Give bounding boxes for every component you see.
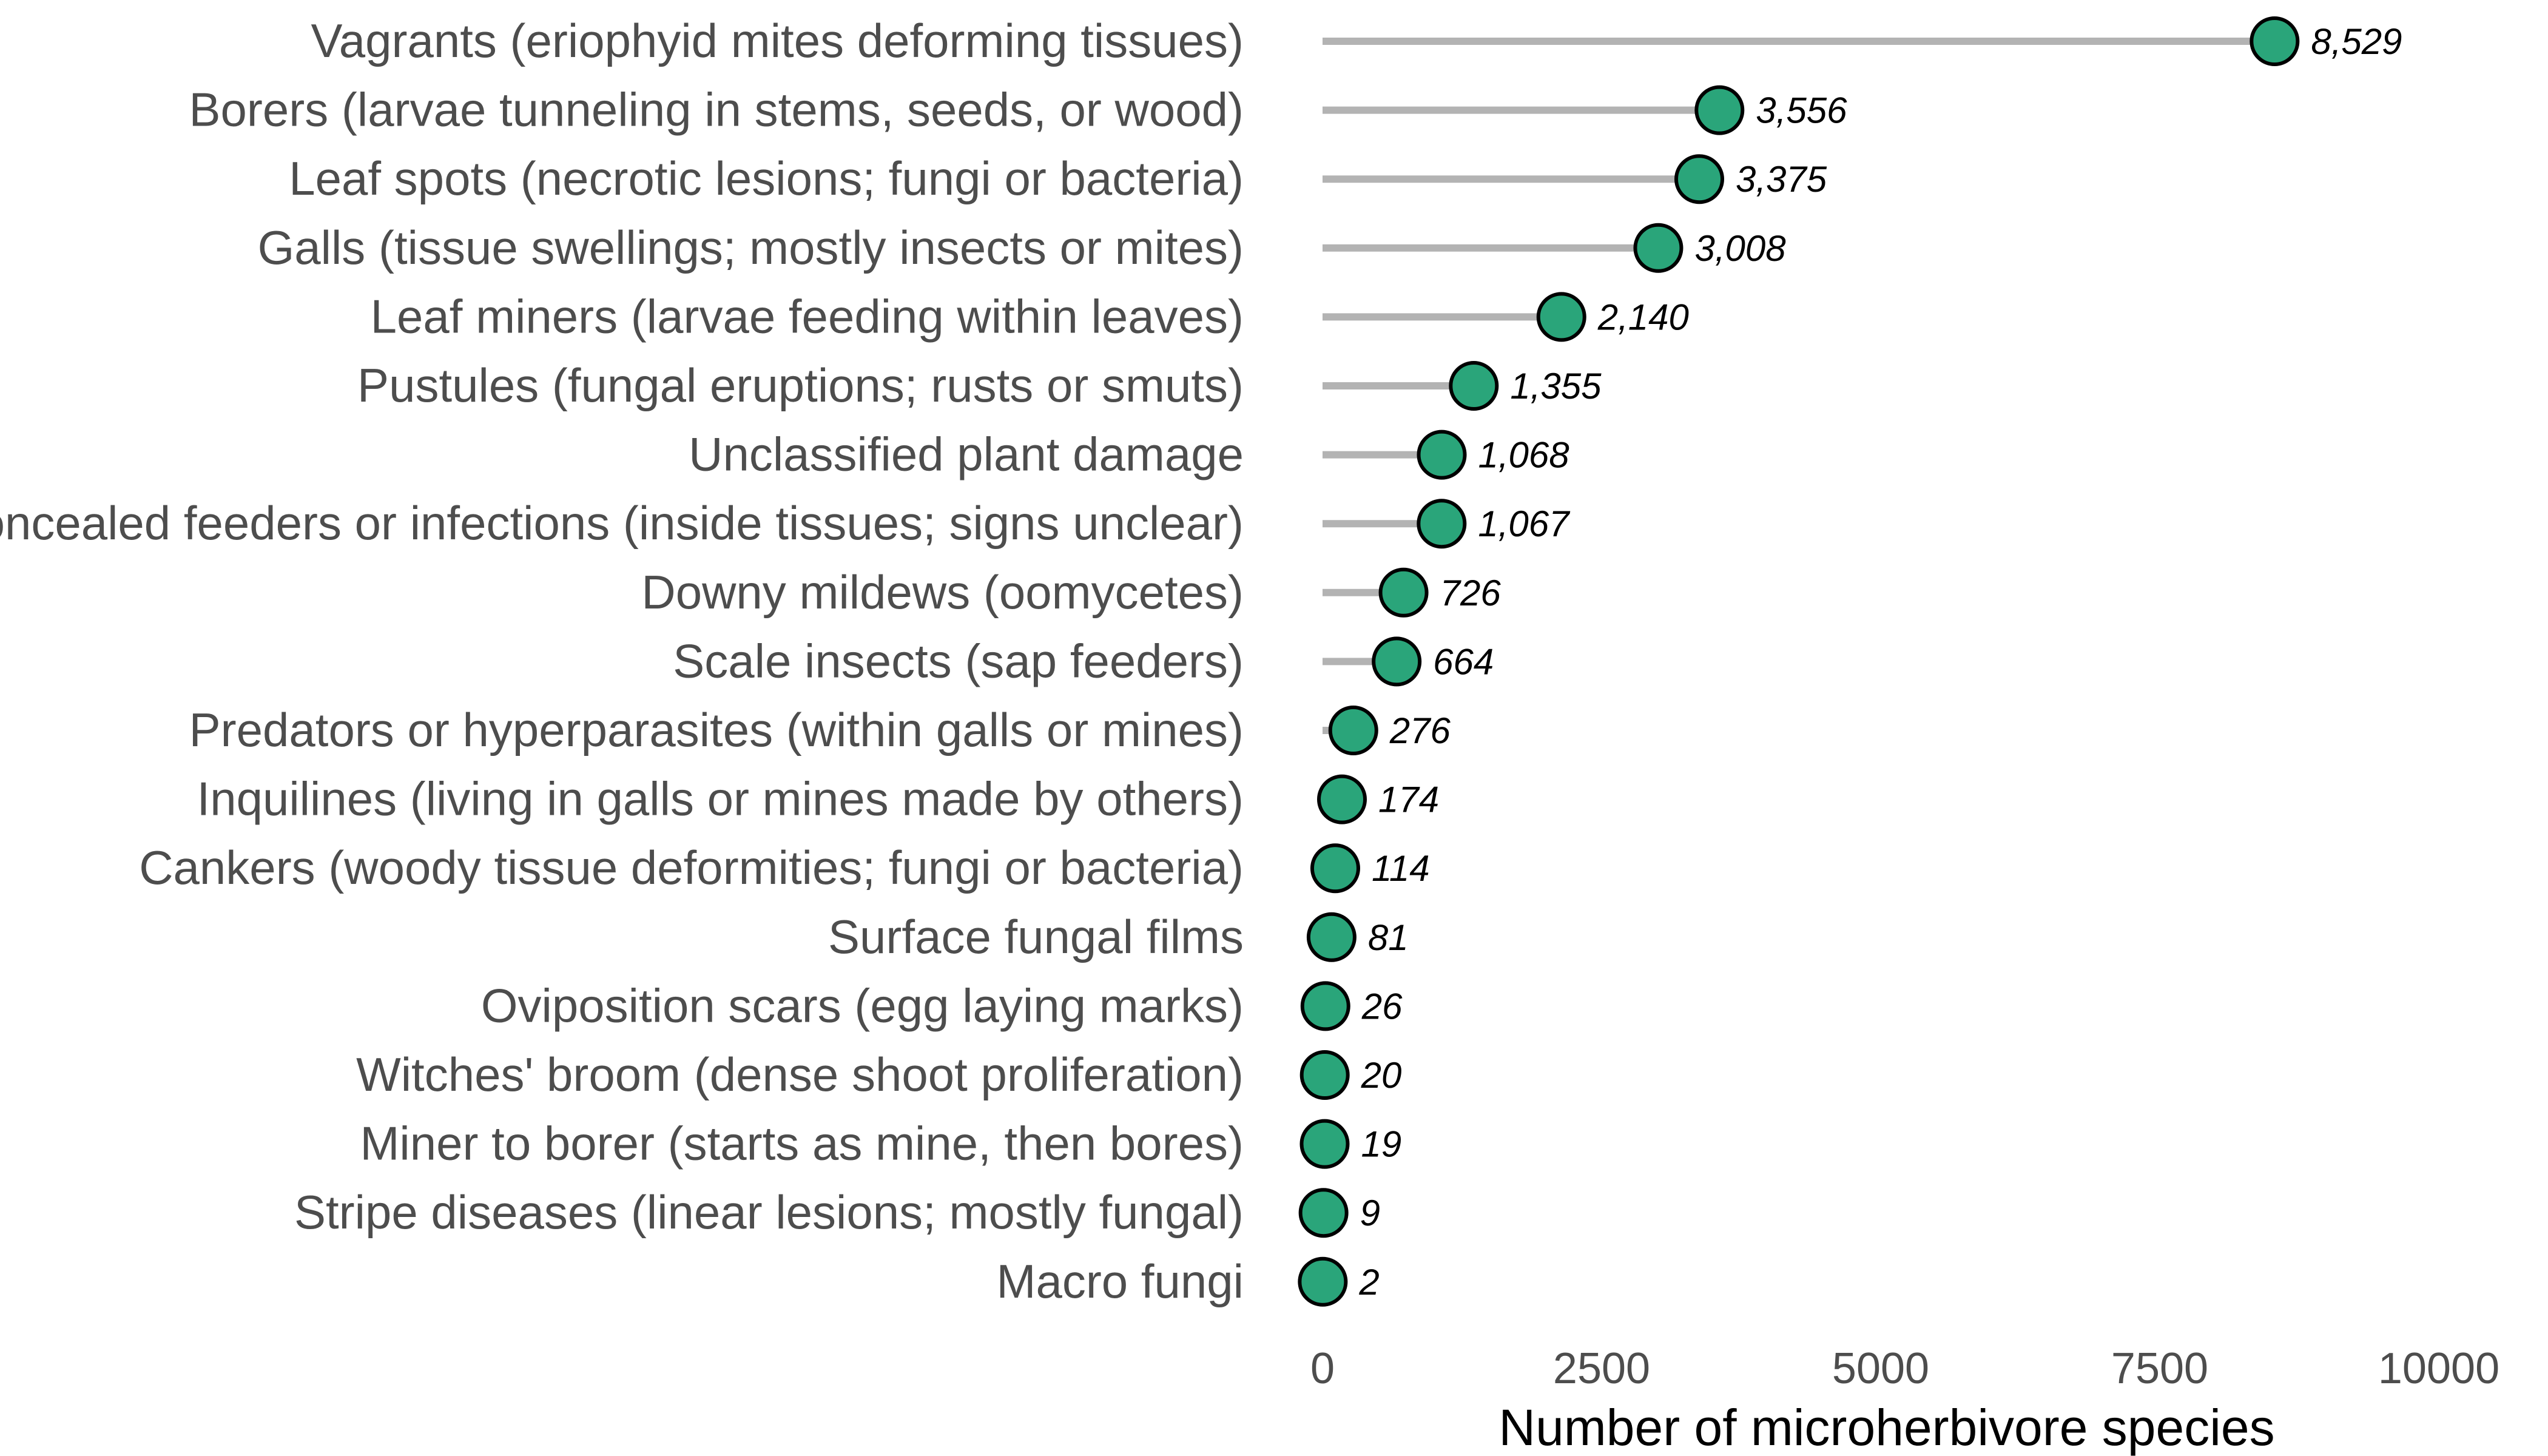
- data-point: [1299, 1119, 1350, 1169]
- value-label: 26: [1361, 986, 1403, 1026]
- category-label: Borers (larvae tunneling in stems, seeds…: [189, 83, 1244, 136]
- value-label: 20: [1361, 1055, 1402, 1096]
- data-point: [1449, 361, 1499, 411]
- category-label: Leaf miners (larvae feeding within leave…: [371, 289, 1244, 343]
- x-tick-label: 5000: [1832, 1344, 1929, 1393]
- value-label: 81: [1368, 917, 1409, 958]
- category-label: Pustules (fungal eruptions; rusts or smu…: [357, 359, 1244, 412]
- points-group: [1298, 16, 2300, 1307]
- value-label: 664: [1433, 641, 1494, 682]
- category-label: Witches' broom (dense shoot proliferatio…: [356, 1048, 1244, 1101]
- value-label: 726: [1440, 573, 1502, 613]
- category-label: Scale insects (sap feeders): [673, 634, 1244, 687]
- data-point: [1372, 636, 1422, 687]
- value-label: 3,008: [1694, 228, 1786, 269]
- category-label: Concealed feeders or infections (inside …: [0, 496, 1244, 550]
- category-label: Galls (tissue swellings; mostly insects …: [258, 221, 1244, 274]
- data-point: [2250, 16, 2300, 66]
- data-point: [1328, 706, 1378, 755]
- value-label: 9: [1360, 1193, 1380, 1233]
- value-label: 1,068: [1478, 435, 1570, 476]
- data-point: [1299, 1050, 1350, 1100]
- data-point: [1298, 1256, 1348, 1307]
- data-point: [1310, 843, 1360, 894]
- category-label: Cankers (woody tissue deformities; fungi…: [139, 841, 1244, 894]
- value-label: 8,529: [2311, 21, 2402, 62]
- value-label: 114: [1372, 848, 1430, 889]
- category-label: Surface fungal films: [828, 910, 1244, 963]
- category-label: Oviposition scars (egg laying marks): [481, 979, 1244, 1032]
- category-label: Downy mildews (oomycetes): [641, 565, 1244, 619]
- x-tick-label: 7500: [2111, 1344, 2208, 1393]
- category-label: Unclassified plant damage: [689, 428, 1244, 481]
- value-label: 2: [1358, 1262, 1379, 1303]
- value-label: 174: [1378, 780, 1439, 820]
- data-point: [1417, 499, 1467, 549]
- category-label: Miner to borer (starts as mine, then bor…: [360, 1117, 1244, 1170]
- category-labels: Vagrants (eriophyid mites deforming tiss…: [0, 14, 1244, 1308]
- category-label: Stripe diseases (linear lesions; mostly …: [294, 1185, 1244, 1239]
- value-label: 3,375: [1736, 159, 1827, 200]
- data-point: [1298, 1188, 1349, 1238]
- category-label: Predators or hyperparasites (within gall…: [189, 703, 1244, 757]
- x-tick-label: 10000: [2378, 1344, 2499, 1393]
- data-point: [1306, 912, 1357, 962]
- data-point: [1633, 223, 1684, 273]
- category-label: Inquilines (living in galls or mines mad…: [197, 772, 1244, 826]
- data-point: [1300, 981, 1350, 1031]
- value-label: 19: [1361, 1124, 1401, 1165]
- value-label: 2,140: [1597, 297, 1689, 337]
- category-label: Vagrants (eriophyid mites deforming tiss…: [311, 14, 1244, 67]
- value-label: 1,067: [1478, 504, 1571, 544]
- x-tick-label: 0: [1310, 1344, 1335, 1393]
- x-tick-label: 2500: [1553, 1344, 1650, 1393]
- value-label: 3,556: [1756, 90, 1847, 131]
- data-point: [1674, 154, 1724, 204]
- data-point: [1694, 85, 1745, 135]
- data-point: [1536, 292, 1586, 342]
- data-point: [1378, 567, 1429, 618]
- data-point: [1317, 774, 1367, 824]
- value-label: 276: [1389, 710, 1451, 751]
- category-label: Macro fungi: [996, 1255, 1244, 1308]
- data-point: [1417, 430, 1467, 480]
- category-label: Leaf spots (necrotic lesions; fungi or b…: [289, 152, 1244, 205]
- x-axis-ticks: 0 2500 5000 7500 10000: [1310, 1344, 2499, 1393]
- x-axis-title: Number of microherbivore species: [1498, 1399, 2274, 1456]
- value-label: 1,355: [1510, 366, 1602, 406]
